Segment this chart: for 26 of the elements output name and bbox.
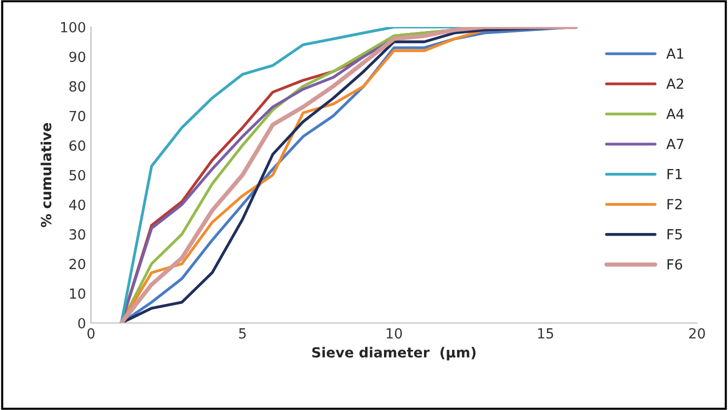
x-tick-label: 15: [538, 328, 554, 339]
legend-label: A2: [666, 78, 684, 89]
y-tick-label: 40: [69, 200, 86, 210]
legend-label: F1: [668, 168, 682, 180]
y-axis-title: % cumulative: [40, 123, 52, 228]
y-tick-label: 100: [61, 22, 86, 32]
legend-label: F6: [668, 259, 682, 270]
x-axis-title: Sieve diameter (μm): [312, 346, 476, 360]
y-tick-label: 60: [69, 140, 86, 151]
y-tick-label: 10: [70, 288, 86, 299]
x-tick-label: 10: [386, 328, 402, 339]
y-tick-label: 0: [78, 318, 86, 328]
y-tick-label: 70: [70, 110, 86, 122]
legend-label: A4: [666, 108, 684, 119]
x-tick-label: 5: [239, 328, 246, 339]
y-tick-label: 80: [69, 81, 86, 92]
legend-label: F2: [668, 198, 682, 210]
y-tick-label: 20: [69, 258, 86, 270]
x-tick-label: 0: [87, 328, 94, 339]
y-tick-label: 50: [70, 170, 86, 180]
legend-label: A7: [666, 138, 684, 149]
y-tick-label: 90: [69, 52, 86, 62]
legend-label: F5: [668, 229, 682, 240]
x-tick-label: 20: [689, 328, 705, 339]
y-tick-label: 30: [70, 229, 86, 240]
legend-label: A1: [666, 48, 684, 59]
